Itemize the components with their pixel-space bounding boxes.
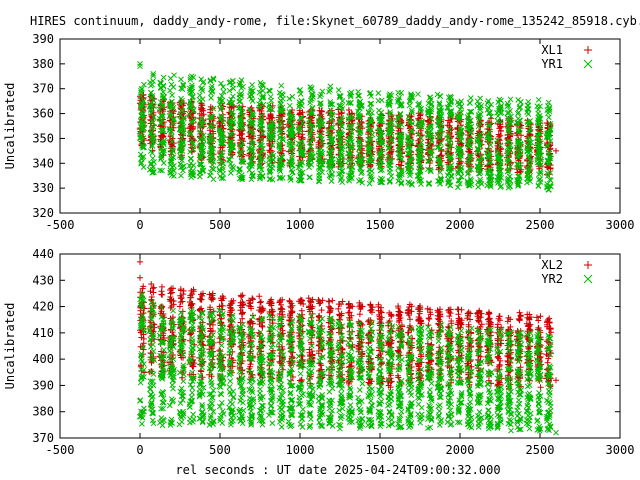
panel-bottom-frame (59, 253, 621, 439)
x-tick-label: 1500 (366, 443, 395, 457)
legend-label: XL1 (541, 43, 563, 57)
y-tick-label: 390 (32, 32, 54, 46)
y-tick-label: 440 (32, 247, 54, 261)
legend-marker-XL2 (584, 261, 592, 269)
y-tick-label: 360 (32, 107, 54, 121)
x-tick-label: 0 (136, 443, 143, 457)
y-tick-label: 350 (32, 131, 54, 145)
x-tick-label: 1000 (286, 218, 315, 232)
legend-label: YR1 (541, 57, 563, 71)
x-tick-label: -500 (46, 443, 75, 457)
panel-top-frame (59, 38, 621, 214)
x-tick-label: 500 (209, 218, 231, 232)
legend-label: YR2 (541, 272, 563, 286)
series-YR2-points (136, 291, 559, 436)
y-tick-label: 390 (32, 378, 54, 392)
x-tick-label: 2500 (526, 443, 555, 457)
x-tick-label: 500 (209, 443, 231, 457)
legend-marker-YR1 (583, 59, 593, 69)
x-tick-label: 3000 (606, 218, 635, 232)
y-tick-label: 410 (32, 326, 54, 340)
y-tick-label: 380 (32, 57, 54, 71)
chart-title: HIRES continuum, daddy_andy-rome, file:S… (30, 14, 640, 28)
y-tick-label: 330 (32, 181, 54, 195)
x-tick-label: 1500 (366, 218, 395, 232)
x-tick-label: 2000 (446, 218, 475, 232)
panel-top-marks (136, 61, 559, 193)
legend-marker-XL1 (584, 46, 592, 54)
y-tick-label: 370 (32, 82, 54, 96)
x-tick-label: 2000 (446, 443, 475, 457)
legend-label: XL2 (541, 258, 563, 272)
y-tick-label: 430 (32, 273, 54, 287)
legend-marker-YR2 (583, 274, 593, 284)
panel-top: -500 0 500 1000 1500 2000 2500 3000 320 330 340 350… (3, 32, 634, 232)
y-tick-label: 370 (32, 431, 54, 445)
panel-top-ticks: -500 0 500 1000 1500 2000 2500 3000 320 330 340 350… (32, 32, 634, 232)
x-tick-label: -500 (46, 218, 75, 232)
series-YR1-points (137, 61, 554, 193)
x-tick-label: 1000 (286, 443, 315, 457)
y-tick-label: 340 (32, 156, 54, 170)
y-tick-label: 420 (32, 300, 54, 314)
panel-bottom-y-axis-label: Uncalibrated (3, 303, 17, 390)
x-tick-label: 3000 (606, 443, 635, 457)
panel-bottom: -500 0 500 1000 1500 2000 2500 3000 370 380 390 400… (3, 247, 634, 457)
x-tick-label: 2500 (526, 218, 555, 232)
x-tick-label: 0 (136, 218, 143, 232)
y-tick-label: 380 (32, 405, 54, 419)
panel-bottom-marks (136, 258, 559, 436)
y-tick-label: 320 (32, 206, 54, 220)
x-axis-label: rel seconds : UT date 2025-04-24T09:00:3… (175, 463, 500, 477)
panel-top-y-axis-label: Uncalibrated (3, 83, 17, 170)
panel-bottom-ticks: -500 0 500 1000 1500 2000 2500 3000 370 380 390 400… (32, 247, 634, 457)
y-tick-label: 400 (32, 352, 54, 366)
